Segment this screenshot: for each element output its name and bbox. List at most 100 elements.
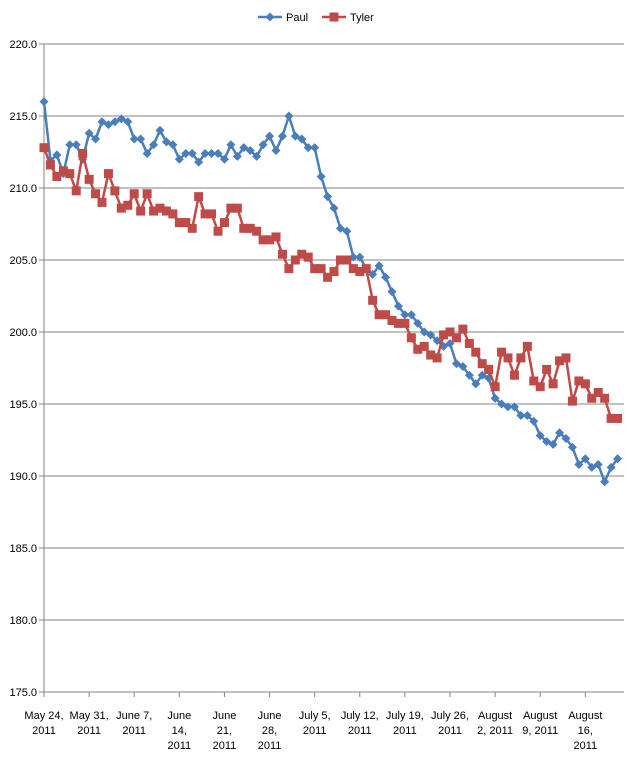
data-point <box>129 189 139 199</box>
x-tick-label-line: 2011 <box>574 740 598 752</box>
data-point <box>355 267 365 277</box>
x-tick-label-line: 2011 <box>77 725 101 737</box>
data-point <box>155 125 165 135</box>
data-point <box>84 174 94 184</box>
data-point <box>52 150 62 160</box>
data-point <box>194 192 204 202</box>
data-point <box>226 203 236 213</box>
x-tick-label-line: June <box>213 710 237 722</box>
data-point <box>522 411 532 421</box>
data-point <box>129 134 139 144</box>
data-point <box>342 255 352 265</box>
data-point <box>136 134 146 144</box>
data-point <box>310 264 320 274</box>
data-point <box>393 318 403 328</box>
x-tick-label: July 12, 2011 <box>341 710 379 737</box>
data-point <box>213 226 223 236</box>
data-point <box>439 330 449 340</box>
data-point <box>174 218 184 228</box>
data-point <box>561 353 571 363</box>
data-point <box>477 359 487 369</box>
data-point <box>187 148 197 158</box>
data-point <box>303 143 313 153</box>
data-point <box>529 376 539 386</box>
data-point <box>387 287 397 297</box>
data-point <box>490 382 500 392</box>
data-point <box>149 140 159 150</box>
data-point <box>284 111 294 121</box>
data-point <box>316 264 326 274</box>
data-point <box>45 160 55 170</box>
data-point <box>52 171 62 181</box>
data-point <box>174 154 184 164</box>
data-point <box>529 416 539 426</box>
x-tick-label-line: 21, <box>217 725 232 737</box>
x-tick-label-line: 9, 2011 <box>522 725 558 737</box>
data-point <box>207 209 217 219</box>
data-point <box>161 206 171 216</box>
x-tick-label-line: August <box>568 710 602 722</box>
data-point <box>490 393 500 403</box>
data-point <box>484 364 494 374</box>
data-point <box>593 459 603 469</box>
data-point <box>381 310 391 320</box>
x-tick-label-line: May 24, <box>24 710 63 722</box>
data-point <box>200 148 210 158</box>
x-tick-label-line: July 5, <box>299 710 331 722</box>
x-tick-label: August 2, 2011 <box>477 710 513 737</box>
data-point <box>252 151 262 161</box>
data-point <box>219 218 229 228</box>
x-tick-label: July 19, 2011 <box>386 710 424 737</box>
data-point <box>271 232 281 242</box>
data-point <box>116 114 126 124</box>
data-point <box>555 356 565 366</box>
data-point <box>245 223 255 233</box>
data-point <box>574 459 584 469</box>
data-point <box>245 146 255 156</box>
data-point <box>600 393 610 403</box>
x-tick-label: August 16, 2011 <box>568 710 602 752</box>
legend-entry-tyler: Tyler <box>322 12 374 24</box>
data-point <box>181 218 191 228</box>
data-point <box>232 151 242 161</box>
data-point <box>213 148 223 158</box>
data-point <box>116 203 126 213</box>
data-point <box>374 310 384 320</box>
data-point <box>297 134 307 144</box>
x-tick-label: July 26, 2011 <box>431 710 469 737</box>
y-tick-label: 180.0 <box>9 615 37 627</box>
x-tick-label: May 24, 2011 <box>24 710 63 737</box>
data-point <box>548 439 558 449</box>
y-tick-label: 220.0 <box>9 39 37 51</box>
data-point <box>342 226 352 236</box>
data-point <box>161 137 171 147</box>
data-point <box>393 301 403 311</box>
data-point <box>290 255 300 265</box>
x-tick-label-line: 2011 <box>303 725 327 737</box>
data-point <box>593 387 603 397</box>
x-tick-label-line: 2011 <box>168 740 192 752</box>
data-point <box>136 206 146 216</box>
data-point <box>400 318 410 328</box>
data-point <box>503 353 513 363</box>
data-point <box>219 154 229 164</box>
data-point <box>426 330 436 340</box>
data-point <box>123 117 133 127</box>
data-point <box>71 140 81 150</box>
data-point <box>355 252 365 262</box>
x-tick-label-line: 2011 <box>348 725 372 737</box>
data-point <box>374 261 384 271</box>
data-point <box>555 428 565 438</box>
data-point <box>335 255 345 265</box>
data-point <box>451 359 461 369</box>
x-tick-label-line: July 26, <box>431 710 469 722</box>
data-point <box>265 131 275 141</box>
x-axis-tick-labels: May 24, 2011 May 31, 2011 June 7, 2011 June 14,… <box>24 710 602 752</box>
data-point <box>277 131 287 141</box>
x-tick-label: June 28, 2011 <box>258 710 282 752</box>
data-point <box>265 235 275 245</box>
x-tick-label-line: June <box>258 710 282 722</box>
data-point <box>361 264 371 274</box>
y-tick-label: 215.0 <box>9 111 37 123</box>
data-point <box>368 295 378 305</box>
